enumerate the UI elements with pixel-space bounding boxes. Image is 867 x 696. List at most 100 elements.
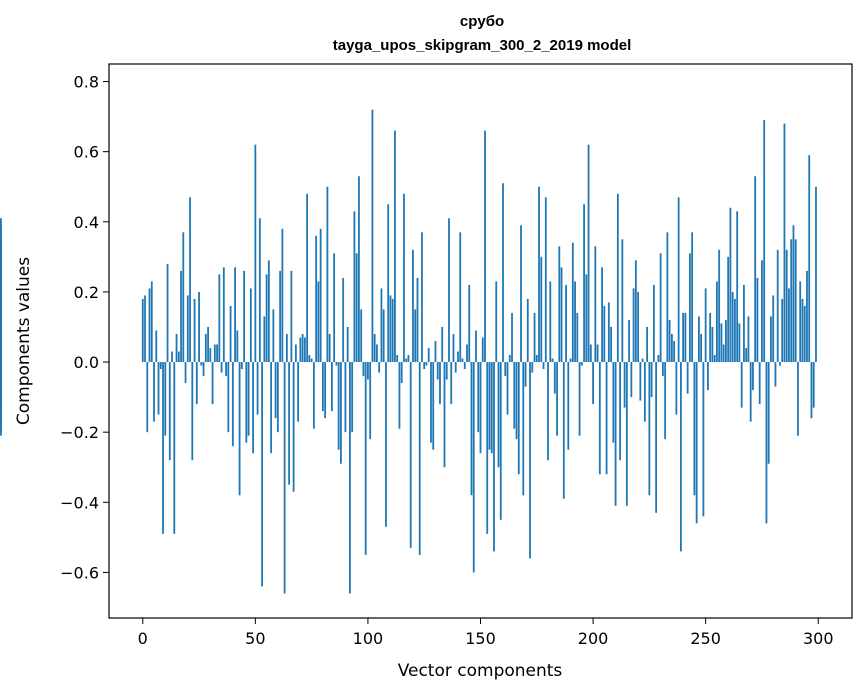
bar: [157, 362, 160, 415]
bar: [704, 288, 707, 363]
bar: [682, 312, 685, 363]
bar: [193, 298, 196, 363]
bar: [263, 316, 266, 363]
bar: [391, 298, 394, 363]
bar: [610, 326, 612, 363]
bar: [177, 351, 180, 363]
bar: [718, 249, 721, 363]
bar: [279, 270, 282, 363]
bar: [175, 333, 178, 363]
bar: [497, 362, 500, 468]
bar: [247, 362, 250, 436]
bar: [806, 270, 808, 363]
bar: [488, 362, 491, 450]
bar: [774, 362, 777, 387]
bar: [398, 362, 401, 429]
bar: [594, 246, 597, 363]
bar: [520, 225, 522, 363]
bar: [162, 362, 164, 534]
bar: [373, 333, 376, 363]
bar: [688, 253, 691, 363]
x-tick-label: 100: [353, 629, 384, 648]
bar: [808, 155, 811, 363]
bar: [166, 263, 169, 363]
bar: [180, 270, 182, 363]
bar: [776, 249, 779, 363]
bar: [761, 260, 763, 363]
bar: [173, 362, 176, 534]
bar: [321, 362, 324, 412]
bar: [522, 362, 525, 496]
y-tick-label: 0.2: [74, 283, 99, 302]
bar: [394, 130, 396, 363]
bar: [542, 362, 545, 370]
bar: [583, 204, 585, 363]
bar: [405, 358, 408, 363]
bar: [155, 330, 158, 363]
bar: [603, 305, 606, 363]
bar: [367, 362, 369, 380]
bar: [578, 362, 581, 436]
bar: [360, 309, 363, 363]
bar: [265, 274, 268, 363]
x-tick-label: 300: [803, 629, 834, 648]
bar: [576, 312, 579, 363]
bar: [752, 362, 754, 391]
bar: [362, 362, 365, 377]
bar: [349, 362, 351, 594]
bar: [358, 176, 360, 363]
bar: [634, 260, 637, 363]
bar: [623, 362, 626, 408]
bar: [461, 358, 464, 363]
bar: [797, 362, 799, 436]
bar: [216, 344, 218, 363]
y-tick-label: −0.4: [60, 493, 99, 512]
y-tick-label: 0.4: [74, 213, 99, 232]
bar: [540, 256, 543, 363]
bar: [225, 362, 227, 377]
bar: [531, 362, 534, 373]
bar: [695, 362, 698, 524]
bar: [150, 281, 153, 363]
bar: [790, 239, 793, 363]
x-tick-label: 0: [138, 629, 148, 648]
bar: [756, 277, 759, 363]
bar: [144, 295, 146, 363]
bar: [272, 309, 275, 363]
bar: [430, 362, 432, 443]
bar: [652, 284, 655, 363]
bar: [650, 362, 653, 398]
bar: [725, 319, 727, 363]
bar: [227, 362, 230, 433]
bar: [245, 362, 248, 443]
bar: [256, 362, 259, 415]
bar: [607, 302, 610, 363]
bar: [425, 362, 428, 366]
bar: [779, 362, 781, 366]
bar: [159, 362, 162, 370]
bar: [569, 358, 572, 363]
y-tick-label: −0.6: [60, 563, 99, 582]
bar: [477, 362, 480, 433]
bar: [281, 228, 284, 363]
bar: [677, 197, 680, 363]
bar: [815, 186, 817, 363]
bar: [524, 362, 527, 387]
bar: [691, 232, 694, 363]
bar: [288, 362, 291, 485]
chart-subtitle: tayga_upos_skipgram_300_2_2019 model: [333, 37, 632, 54]
bar: [369, 362, 372, 440]
bar: [220, 362, 223, 373]
bar: [376, 344, 378, 363]
bar: [495, 281, 498, 363]
bar: [189, 197, 191, 363]
bar: [353, 211, 356, 363]
bar: [493, 362, 495, 552]
bar: [308, 355, 311, 363]
y-tick-label: −0.2: [60, 423, 99, 442]
bar: [517, 362, 520, 475]
bar: [619, 362, 621, 461]
bar: [571, 242, 574, 363]
bar: [403, 193, 405, 363]
bar: [432, 362, 435, 450]
